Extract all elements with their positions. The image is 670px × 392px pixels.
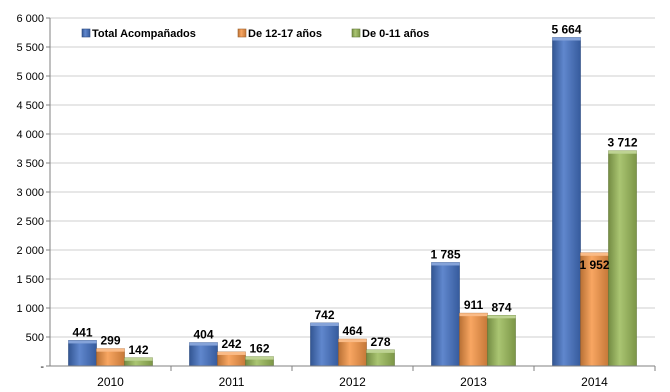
y-tick-label: 4 000 xyxy=(16,129,44,141)
y-tick-label: 5 000 xyxy=(16,71,44,83)
data-label: 441 xyxy=(72,325,92,339)
bar-total-acompa-ados-2013 xyxy=(431,262,460,367)
y-tick-label: 2 000 xyxy=(16,245,44,257)
data-label: 5 664 xyxy=(551,22,581,36)
x-tick-label: 2012 xyxy=(339,375,366,389)
data-label: 242 xyxy=(221,337,241,351)
bar-de-12-17-a-os-2014 xyxy=(580,252,609,367)
y-tick-label: 1 000 xyxy=(16,303,44,315)
bar-de-0-11-a-os-2013 xyxy=(487,315,516,367)
data-label: 1 952 xyxy=(579,258,609,272)
data-label: 911 xyxy=(464,298,484,312)
bar-cap xyxy=(338,339,367,343)
bar-cap xyxy=(459,313,488,317)
data-label: 874 xyxy=(491,300,511,314)
x-tick-label: 2010 xyxy=(97,375,124,389)
data-label: 142 xyxy=(128,343,148,357)
bar-cap xyxy=(366,349,395,353)
bar-de-12-17-a-os-2012 xyxy=(338,338,367,367)
bar-cap xyxy=(217,351,246,355)
y-tick-label: 5 500 xyxy=(16,42,44,54)
y-tick-label: 6 000 xyxy=(16,13,44,25)
y-tick-label: 4 500 xyxy=(16,100,44,112)
x-tick-label: 2013 xyxy=(460,375,487,389)
data-label: 1 785 xyxy=(430,247,460,261)
y-tick-label: - xyxy=(40,361,44,373)
data-label: 3 712 xyxy=(607,136,637,150)
legend: Total Acompañados De 12-17 años De 0-11 añ… xyxy=(81,28,429,40)
data-label: 464 xyxy=(342,324,362,338)
bar-total-acompa-ados-2010 xyxy=(68,340,97,367)
y-tick-label: 1 500 xyxy=(16,274,44,286)
x-tick-label: 2011 xyxy=(219,375,245,389)
data-label: 278 xyxy=(370,335,390,349)
data-label: 299 xyxy=(100,334,120,348)
x-tick-label: 2014 xyxy=(581,375,608,389)
bar-de-12-17-a-os-2013 xyxy=(459,312,488,367)
x-axis: 2010 2011 2012 2013 2014 xyxy=(50,365,656,389)
legend-label: De 12-17 años xyxy=(248,28,322,40)
bar-cap xyxy=(68,340,97,344)
bar-cap xyxy=(124,357,153,361)
legend-swatch xyxy=(237,28,247,38)
bar-cap xyxy=(310,322,339,326)
bar-cap xyxy=(189,342,218,346)
y-axis: - 500 1 000 1 500 2 000 2 500 3 000 3 500 4 000 4… xyxy=(16,13,51,373)
legend-swatch xyxy=(351,28,361,38)
y-tick-label: 2 500 xyxy=(16,216,44,228)
data-label: 404 xyxy=(193,328,213,342)
bar-cap xyxy=(487,315,516,319)
y-tick-label: 500 xyxy=(26,332,44,344)
y-tick-label: 3 000 xyxy=(16,187,44,199)
bar-cap xyxy=(96,348,125,352)
legend-label: De 0-11 años xyxy=(362,28,429,40)
bar-total-acompa-ados-2012 xyxy=(310,322,339,367)
y-tick-label: 3 500 xyxy=(16,158,44,170)
bar-total-acompa-ados-2014 xyxy=(552,37,581,367)
bar-cap xyxy=(245,356,274,360)
bar-cap xyxy=(608,150,637,154)
data-labels: 441 299 142 404 242 162 742 464 278 1 785 911 874 5 … xyxy=(72,22,637,356)
bar-total-acompa-ados-2011 xyxy=(189,342,218,367)
data-label: 162 xyxy=(249,342,269,356)
bar-cap xyxy=(580,252,609,256)
legend-swatch xyxy=(81,28,91,38)
bar-cap xyxy=(552,37,581,41)
data-label: 742 xyxy=(314,308,334,322)
bar-cap xyxy=(431,262,460,266)
bar-de-0-11-a-os-2014 xyxy=(608,150,637,367)
legend-label: Total Acompañados xyxy=(92,28,196,40)
bars xyxy=(68,37,637,367)
